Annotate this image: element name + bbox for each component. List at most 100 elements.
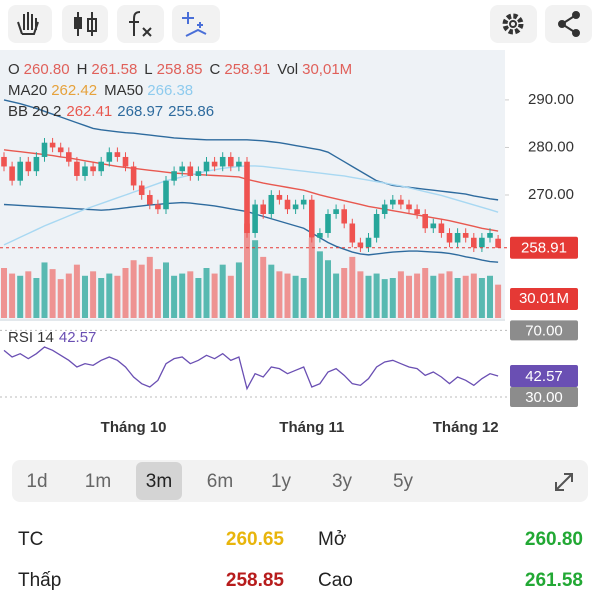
candle-body bbox=[98, 161, 104, 172]
candle-body bbox=[471, 237, 477, 248]
volume-bar bbox=[17, 275, 24, 318]
candle-body bbox=[341, 209, 347, 224]
volume-bar bbox=[187, 271, 194, 318]
volume-bar bbox=[82, 275, 88, 318]
stat-value: 258.85 bbox=[226, 570, 285, 591]
legend-text: 255.86 bbox=[168, 103, 214, 120]
candle-body bbox=[49, 142, 56, 148]
period-button[interactable]: 1y bbox=[271, 471, 292, 492]
candle-body bbox=[325, 213, 331, 234]
legend-row: O 260.80 H 261.58 L 258.85 C 258.91 Vol 30,01M bbox=[8, 61, 352, 78]
volume-bar bbox=[349, 256, 356, 318]
volume-bar bbox=[195, 278, 202, 318]
volume-bar bbox=[73, 264, 80, 318]
legend-row: RSI 14 42.57 bbox=[8, 329, 96, 346]
candle-body bbox=[276, 194, 283, 200]
candle-body bbox=[106, 152, 113, 162]
period-button[interactable]: 1d bbox=[26, 471, 47, 492]
legend-text: 260.80 bbox=[24, 61, 70, 78]
stat-value: 261.58 bbox=[525, 570, 583, 591]
candle-body bbox=[357, 242, 364, 248]
candle-body bbox=[228, 156, 234, 167]
volume-label: 30.01M bbox=[519, 290, 569, 307]
volume-bar bbox=[106, 273, 113, 318]
volume-bar bbox=[41, 262, 48, 318]
stat-label: Cao bbox=[318, 570, 353, 591]
tool-ai[interactable] bbox=[172, 5, 220, 43]
volume-bar bbox=[122, 268, 129, 318]
volume-bar bbox=[211, 273, 218, 318]
expand-icon[interactable] bbox=[555, 473, 573, 491]
period-button[interactable]: 3m bbox=[146, 471, 172, 492]
legend-text: 258.85 bbox=[157, 61, 203, 78]
legend-text: 262.42 bbox=[51, 82, 97, 99]
stat-value: 260.80 bbox=[525, 529, 583, 550]
candle-body bbox=[90, 166, 96, 172]
candle-body bbox=[211, 161, 218, 167]
candle-body bbox=[138, 185, 145, 195]
candle-body bbox=[317, 233, 323, 238]
volume-bar bbox=[25, 271, 32, 318]
stat-label: Mở bbox=[318, 529, 346, 550]
candle-body bbox=[236, 161, 242, 167]
candle-body bbox=[422, 213, 428, 229]
legend-text: O bbox=[8, 61, 20, 78]
candle-body bbox=[430, 223, 437, 229]
volume-bar bbox=[49, 269, 56, 318]
candle-body bbox=[122, 156, 129, 167]
tool-candle[interactable] bbox=[62, 5, 108, 43]
candle-icon-body bbox=[74, 17, 82, 29]
x-tick-label: Tháng 12 bbox=[433, 419, 499, 436]
period-button[interactable]: 5y bbox=[393, 471, 414, 492]
volume-bar bbox=[276, 271, 283, 318]
gear-icon bbox=[502, 13, 524, 35]
candle-body bbox=[309, 199, 315, 238]
legend-text: 261.58 bbox=[91, 61, 137, 78]
volume-bar bbox=[138, 264, 145, 318]
candle-body bbox=[163, 180, 169, 210]
volume-bar bbox=[268, 264, 275, 318]
legend-text: 262.41 bbox=[66, 103, 112, 120]
candle-body bbox=[17, 161, 23, 181]
y-tick-label: 290.00 bbox=[528, 91, 574, 108]
stat-label: Thấp bbox=[18, 570, 61, 591]
candle-body bbox=[349, 223, 356, 243]
legend-text: RSI 14 bbox=[8, 329, 54, 346]
candle-body bbox=[438, 223, 445, 234]
period-button[interactable]: 3y bbox=[332, 471, 353, 492]
x-tick-label: Tháng 10 bbox=[101, 419, 167, 436]
volume-bar bbox=[171, 275, 178, 318]
period-button[interactable]: 6m bbox=[207, 471, 233, 492]
rsi-value-label: 42.57 bbox=[525, 368, 563, 385]
candle-body bbox=[155, 204, 161, 210]
volume-bar bbox=[406, 275, 412, 318]
share-button[interactable] bbox=[545, 5, 592, 43]
candle-body bbox=[373, 213, 380, 238]
period-button[interactable]: 1m bbox=[85, 471, 111, 492]
legend-text: BB 20 2 bbox=[8, 103, 61, 120]
volume-bar bbox=[260, 256, 267, 318]
volume-bar bbox=[219, 264, 226, 318]
rsi-tick-label: 70.00 bbox=[525, 322, 563, 339]
hand-icon bbox=[17, 12, 39, 35]
candle-body bbox=[462, 233, 469, 238]
candle-body bbox=[203, 161, 210, 172]
tool-indicator[interactable] bbox=[117, 5, 164, 43]
moving-average bbox=[3, 165, 499, 246]
candle-body bbox=[333, 209, 339, 214]
legend-row: MA20 262.42 MA50 266.38 bbox=[8, 82, 193, 99]
volume-bar bbox=[154, 269, 161, 318]
share-node bbox=[572, 11, 580, 19]
volume-bar bbox=[446, 271, 453, 318]
volume-bar bbox=[252, 240, 259, 318]
candle-body bbox=[268, 194, 275, 214]
bb-upper bbox=[3, 99, 499, 201]
rsi-bg bbox=[0, 321, 505, 410]
candle-body bbox=[454, 233, 461, 243]
y-tick-label: 270.00 bbox=[528, 186, 574, 203]
tool-hand[interactable] bbox=[8, 5, 52, 43]
volume-bar bbox=[1, 268, 7, 318]
last-price-label: 258.91 bbox=[521, 240, 567, 257]
